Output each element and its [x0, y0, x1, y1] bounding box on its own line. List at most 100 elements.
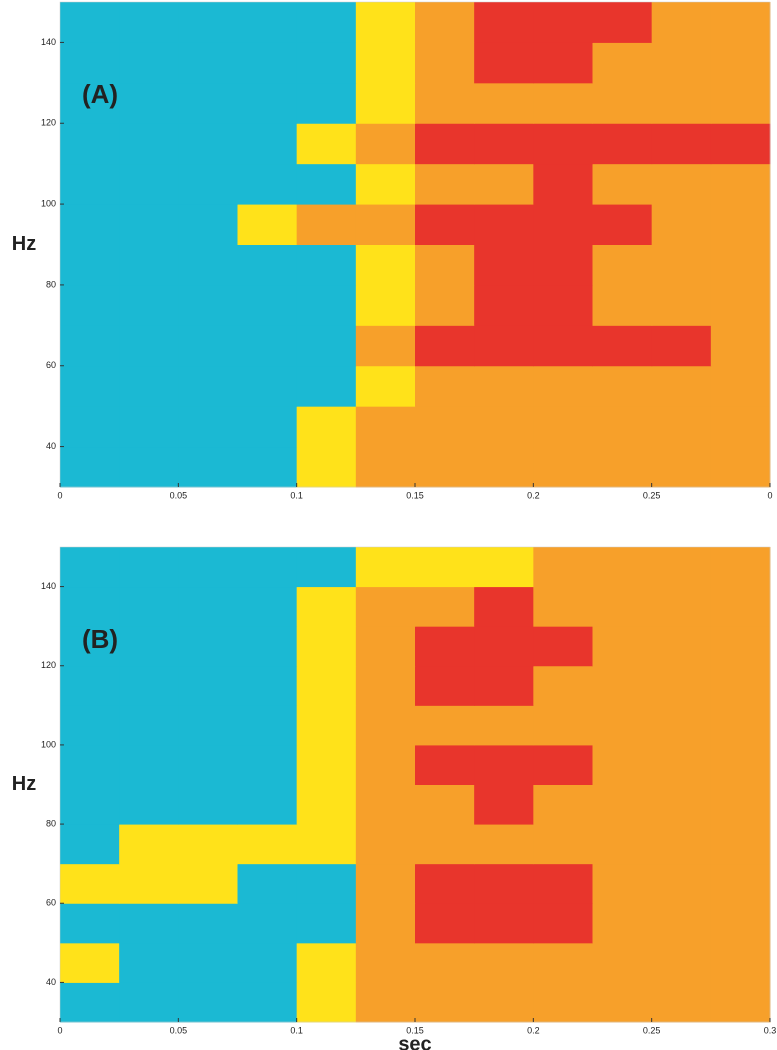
heat-cell: [710, 824, 771, 865]
heat-cell: [474, 626, 534, 667]
heat-cell: [533, 863, 593, 904]
heat-cell: [178, 784, 238, 825]
heat-cell: [474, 2, 534, 43]
heat-cell: [474, 942, 534, 983]
heat-cell: [415, 446, 475, 488]
heat-cell: [651, 123, 712, 165]
heat-cell: [710, 705, 771, 746]
heat-cell: [119, 863, 179, 904]
heat-cell: [415, 123, 475, 165]
heat-cell: [119, 204, 179, 245]
heat-cell: [355, 446, 416, 488]
heat-cell: [237, 123, 298, 165]
heat-cell: [651, 784, 712, 825]
heat-cell: [355, 284, 416, 326]
panel-label: (B): [82, 624, 118, 654]
heat-cell: [119, 942, 179, 983]
heat-cell: [178, 284, 238, 326]
heat-cell: [237, 82, 298, 124]
heat-cell: [474, 586, 534, 627]
heat-cell: [651, 863, 712, 904]
heat-cell: [592, 982, 653, 1023]
heat-cell: [237, 446, 298, 488]
heat-cell: [592, 586, 653, 627]
heat-cell: [592, 942, 653, 983]
heat-cell: [355, 982, 416, 1023]
heat-cell: [710, 204, 771, 245]
heat-cell: [415, 586, 475, 627]
heat-cell: [178, 406, 238, 448]
heat-cell: [355, 705, 416, 746]
heat-cell: [237, 744, 298, 785]
heat-cell: [355, 665, 416, 706]
x-tick-label: 0: [57, 1025, 62, 1035]
heat-cell: [296, 365, 357, 407]
heat-cell: [533, 744, 593, 785]
x-tick-label: 0.15: [406, 490, 424, 500]
heat-cell: [237, 665, 298, 706]
heat-cell: [355, 744, 416, 785]
heat-cell: [474, 446, 534, 488]
heat-cell: [119, 982, 179, 1023]
x-tick-label: 0.3: [764, 1025, 777, 1035]
heat-cell: [474, 784, 534, 825]
heat-cell: [533, 705, 593, 746]
heat-cell: [710, 665, 771, 706]
x-tick-label: 0.1: [290, 1025, 303, 1035]
heat-cell: [60, 665, 120, 706]
heat-cell: [237, 784, 298, 825]
heat-cell: [355, 325, 416, 367]
heat-cell: [474, 365, 534, 407]
heat-cell: [651, 244, 712, 286]
heat-cell: [237, 244, 298, 286]
heat-cell: [296, 204, 357, 245]
heat-cell: [415, 547, 475, 588]
heat-cell: [592, 406, 653, 448]
heat-cell: [355, 903, 416, 944]
y-tick-label: 80: [46, 279, 56, 289]
heat-cell: [237, 942, 298, 983]
heat-cell: [651, 163, 712, 205]
heat-cell: [355, 784, 416, 825]
heat-cell: [119, 42, 179, 84]
heat-cell: [415, 244, 475, 286]
heat-cell: [296, 942, 357, 983]
heat-cell: [474, 547, 534, 588]
heat-cell: [415, 744, 475, 785]
heat-cell: [178, 365, 238, 407]
heat-cell: [533, 406, 593, 448]
heat-cell: [178, 325, 238, 367]
heat-cell: [592, 284, 653, 326]
heat-cell: [474, 982, 534, 1023]
heat-cell: [237, 547, 298, 588]
heat-cell: [710, 942, 771, 983]
y-tick-label: 40: [46, 977, 56, 987]
heat-cell: [178, 204, 238, 245]
heat-cell: [592, 863, 653, 904]
heat-cell: [533, 82, 593, 124]
heat-cell: [119, 784, 179, 825]
heat-cell: [533, 903, 593, 944]
heat-cell: [710, 784, 771, 825]
heat-cell: [178, 163, 238, 205]
heat-cell: [178, 446, 238, 488]
heat-cell: [355, 586, 416, 627]
heat-cell: [415, 2, 475, 43]
heat-cell: [296, 982, 357, 1023]
heat-cell: [651, 705, 712, 746]
heat-cell: [710, 284, 771, 326]
heat-cell: [533, 163, 593, 205]
heat-cell: [60, 982, 120, 1023]
heat-cell: [474, 665, 534, 706]
heat-cell: [533, 446, 593, 488]
x-tick-label: 0.25: [643, 1025, 661, 1035]
heat-cell: [474, 123, 534, 165]
heat-cell: [415, 626, 475, 667]
heat-cell: [592, 244, 653, 286]
heat-cell: [237, 284, 298, 326]
heat-cell: [237, 903, 298, 944]
heat-cell: [296, 446, 357, 488]
heat-cell: [355, 42, 416, 84]
heat-cell: [296, 42, 357, 84]
heat-cell: [710, 406, 771, 448]
